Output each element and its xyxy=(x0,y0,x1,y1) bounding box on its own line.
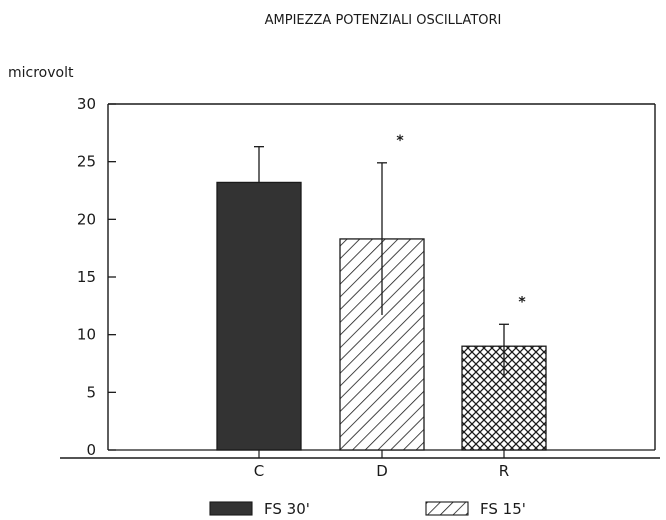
legend-label-1: FS 15' xyxy=(480,500,526,518)
x-tick-label: C xyxy=(254,462,264,480)
y-tick-label: 5 xyxy=(86,383,96,401)
y-axis-ticks: 0 5 10 15 20 25 30 xyxy=(77,95,116,459)
x-tick-label: D xyxy=(376,462,388,480)
y-tick-label: 20 xyxy=(77,210,96,228)
y-tick-label: 30 xyxy=(77,95,96,113)
y-tick-label: 25 xyxy=(77,153,96,171)
legend: FS 30' FS 15' xyxy=(209,500,526,518)
legend-label-0: FS 30' xyxy=(264,500,310,518)
y-tick-label: 0 xyxy=(86,441,96,459)
significance-mark-R: * xyxy=(518,294,526,310)
legend-swatch-0 xyxy=(209,501,253,516)
significance-marks: ** xyxy=(396,133,526,310)
y-tick-label: 15 xyxy=(77,268,96,286)
bar-C xyxy=(216,181,302,451)
y-axis-label: microvolt xyxy=(8,65,74,81)
error-bars xyxy=(254,146,509,378)
x-tick-label: R xyxy=(499,462,509,480)
chart-title: AMPIEZZA POTENZIALI OSCILLATORI xyxy=(265,13,502,28)
legend-swatch-1 xyxy=(425,501,469,516)
y-tick-label: 10 xyxy=(77,326,96,344)
significance-mark-D: * xyxy=(396,133,404,149)
